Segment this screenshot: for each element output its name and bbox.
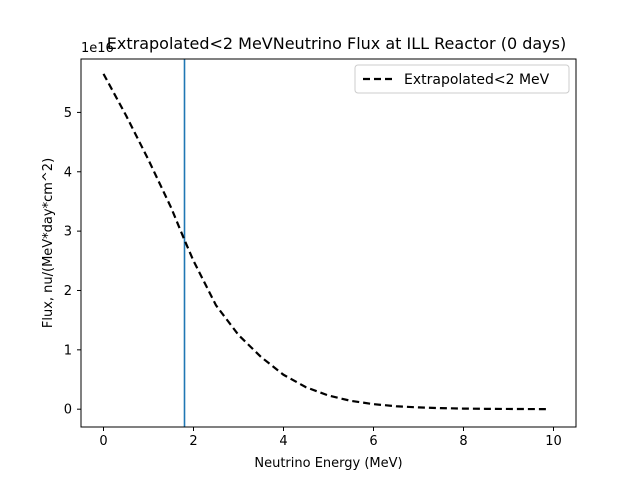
x-tick-label: 4 <box>279 434 287 449</box>
legend-box <box>354 64 570 94</box>
y-axis-offset-text: 1e16 <box>81 41 114 56</box>
y-tick-label: 1 <box>64 343 72 358</box>
x-tick-label: 0 <box>99 434 107 449</box>
y-tick-label: 2 <box>64 284 72 299</box>
y-tick-label: 5 <box>64 106 72 121</box>
y-axis-ticks: 0 1 2 3 4 5 <box>64 106 81 418</box>
y-tick-label: 0 <box>64 403 72 418</box>
x-tick-label: 10 <box>545 434 562 449</box>
y-axis-label: Flux, nu/(MeV*day*cm^2) <box>41 158 56 328</box>
y-tick-label: 3 <box>64 225 72 240</box>
x-tick-label: 8 <box>459 434 467 449</box>
x-axis-ticks: 0 2 4 6 8 10 <box>99 427 562 449</box>
chart-title: Extrapolated<2 MeVNeutrino Flux at ILL R… <box>107 34 566 53</box>
series-line-0 <box>102 73 550 411</box>
plot-area <box>102 59 550 427</box>
x-tick-label: 6 <box>369 434 377 449</box>
x-tick-label: 2 <box>189 434 197 449</box>
legend: Extrapolated<2 MeV <box>354 64 570 94</box>
legend-label: Extrapolated<2 MeV <box>404 72 550 88</box>
x-axis-label: Neutrino Energy (MeV) <box>254 456 402 471</box>
axes-frame <box>80 58 577 428</box>
y-tick-label: 4 <box>64 165 72 180</box>
